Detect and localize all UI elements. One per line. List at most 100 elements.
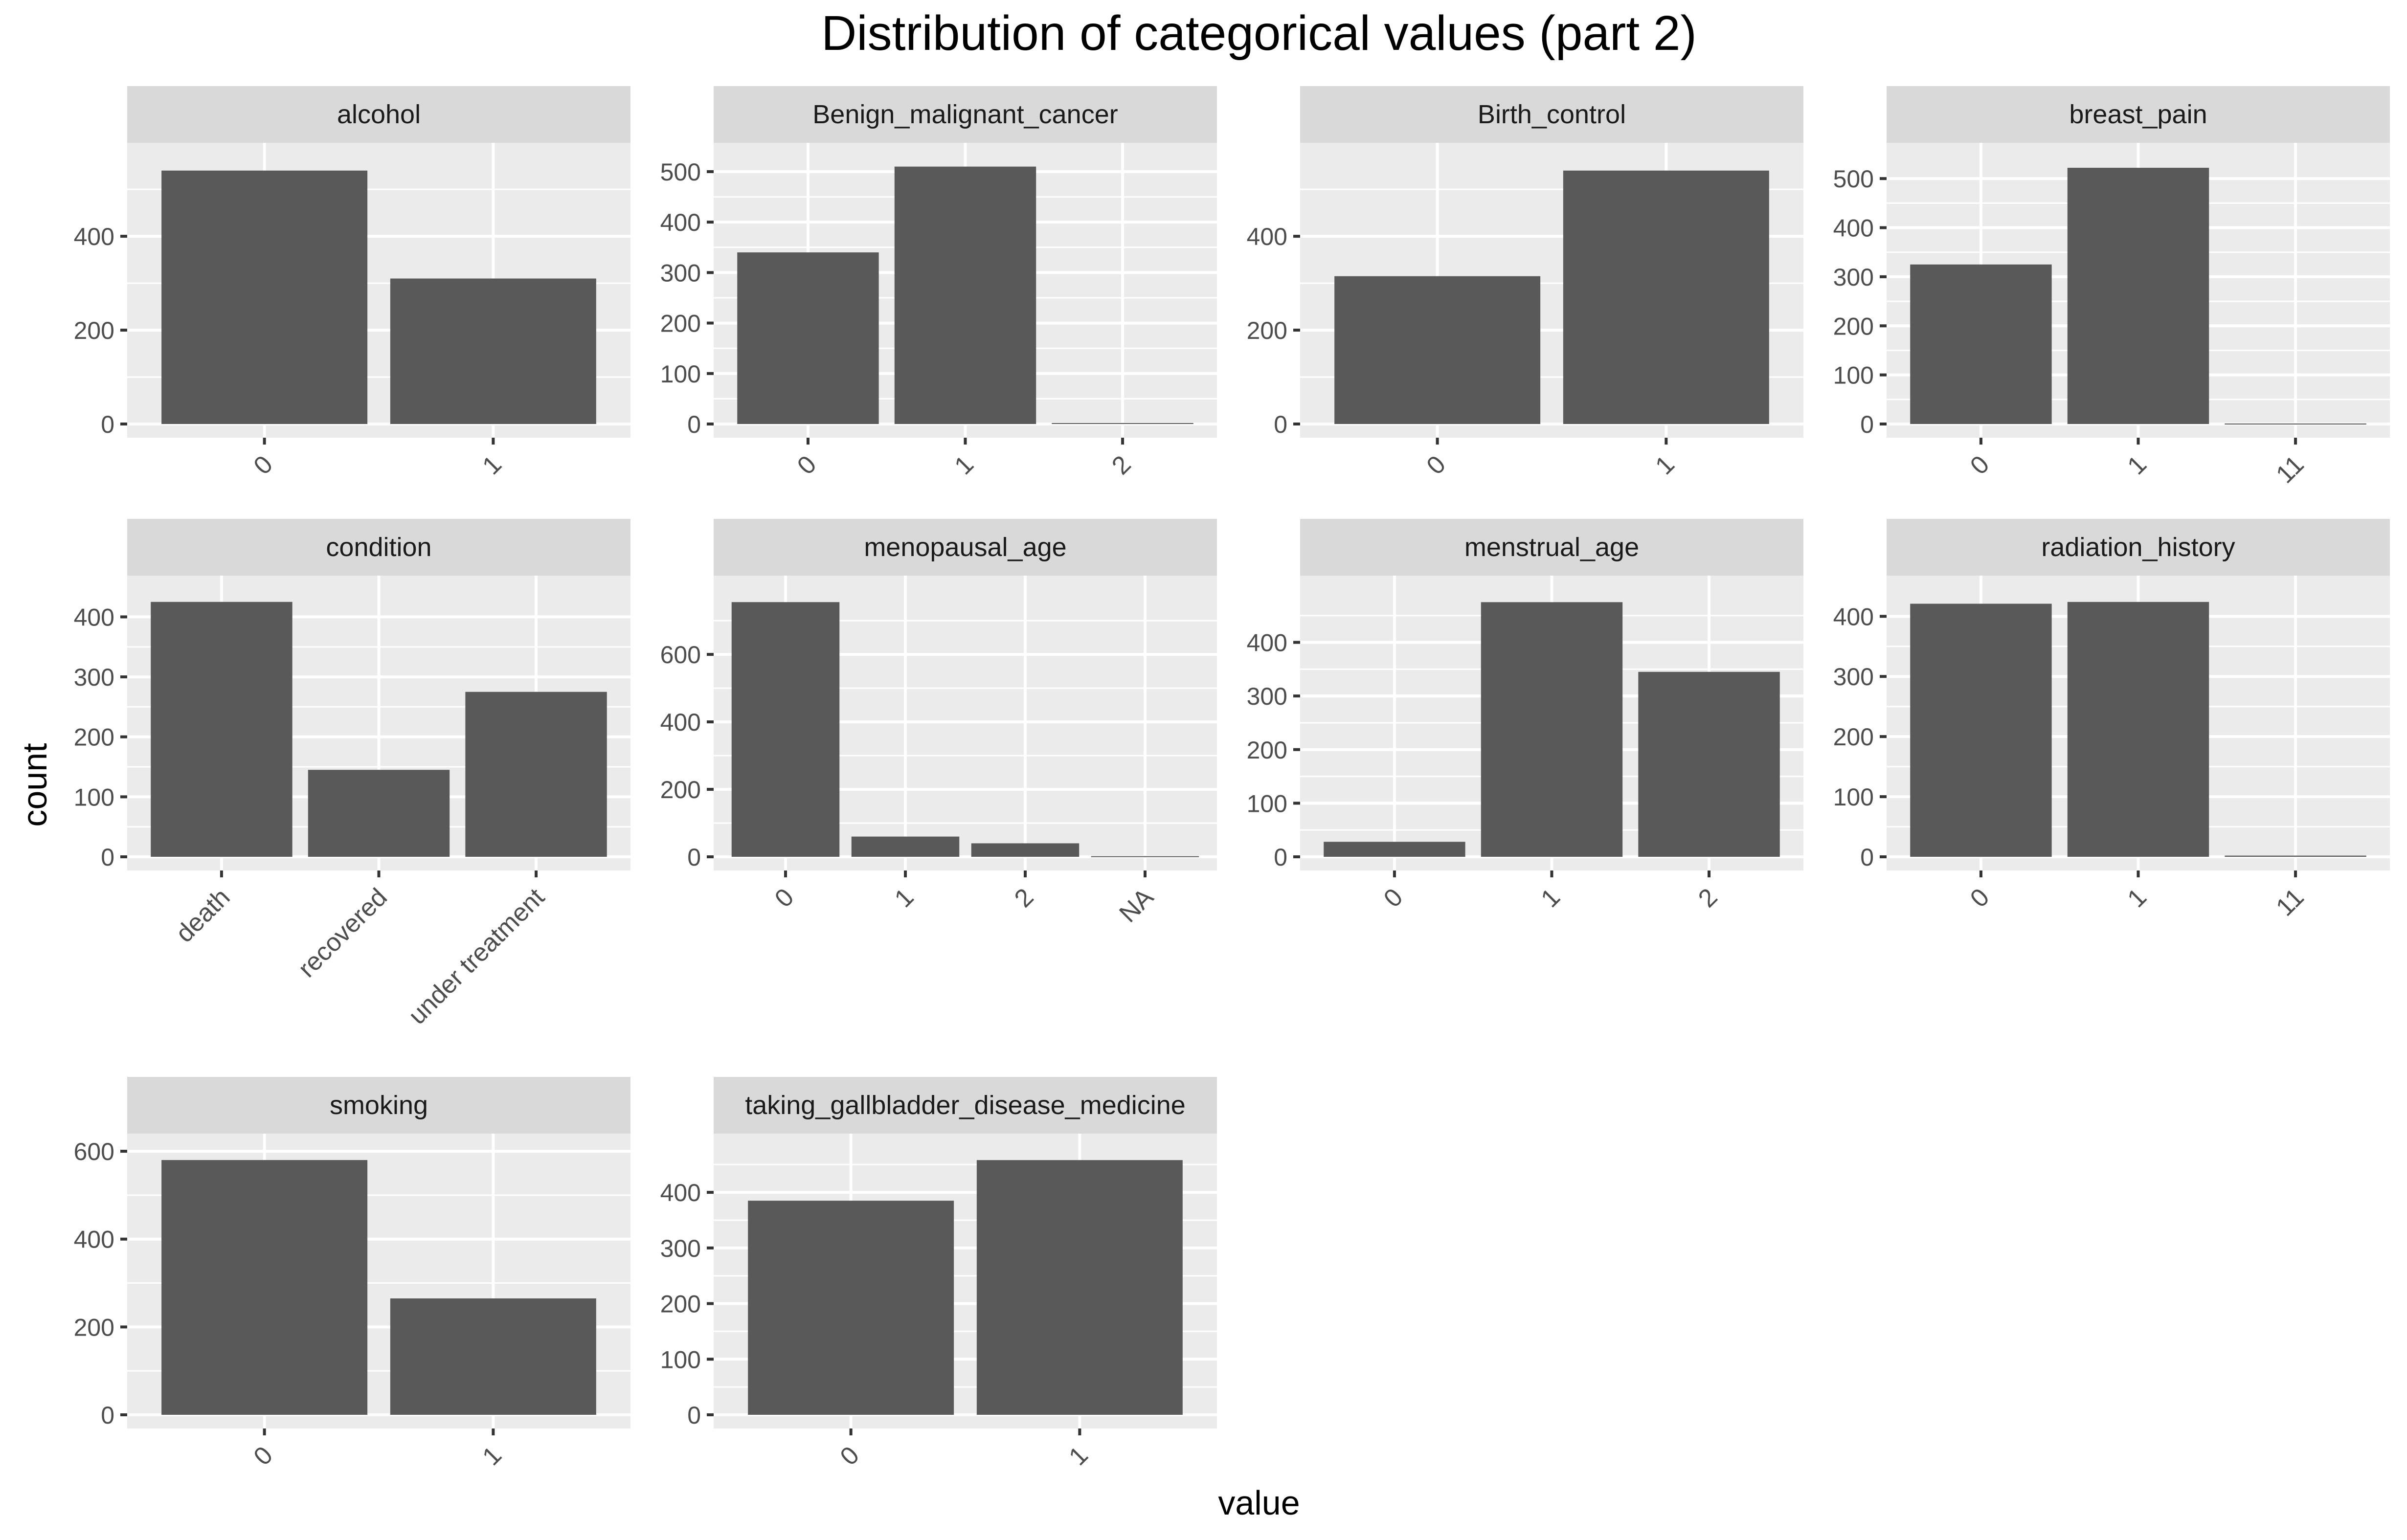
- facet-strip: [1887, 519, 2390, 576]
- y-tick-label: 400: [74, 603, 114, 631]
- facet-strip: [714, 519, 1217, 576]
- y-tick-label: 0: [101, 411, 114, 438]
- facet-strip: [1300, 519, 1803, 576]
- y-tick-label: 400: [660, 209, 701, 236]
- facet-strip-label: smoking: [330, 1091, 428, 1120]
- y-tick-label: 200: [74, 724, 114, 751]
- y-tick-label: 400: [74, 223, 114, 250]
- bar-menstrual-age-2: [1638, 671, 1780, 857]
- bar-menopausal-age-0: [731, 602, 840, 857]
- bar-radiation-history-11: [2225, 855, 2366, 857]
- bar-birth-control-0: [1334, 276, 1541, 424]
- y-tick-label: 200: [1247, 737, 1287, 764]
- bar-condition-death: [151, 602, 292, 857]
- y-tick-label: 0: [687, 844, 701, 871]
- y-tick-label: 400: [660, 1179, 701, 1206]
- y-tick-label: 0: [1860, 411, 1874, 438]
- y-tick-label: 400: [1247, 223, 1287, 250]
- y-tick-label: 200: [74, 1314, 114, 1341]
- y-tick-label: 400: [1833, 215, 1874, 242]
- x-axis-title: value: [1218, 1484, 1300, 1522]
- y-tick-label: 300: [1247, 683, 1287, 710]
- y-tick-label: 200: [1247, 317, 1287, 344]
- y-tick-label: 0: [101, 844, 114, 871]
- bar-radiation-history-1: [2067, 602, 2209, 857]
- y-tick-label: 500: [1833, 165, 1874, 193]
- y-tick-label: 600: [74, 1138, 114, 1165]
- y-tick-label: 0: [687, 1402, 701, 1429]
- facet-strip-label: Birth_control: [1478, 100, 1626, 129]
- y-tick-label: 100: [660, 360, 701, 388]
- bar-alcohol-1: [390, 278, 596, 424]
- facet-panel-benign-malignant-cancer: Benign_malignant_cancer01002003004005000…: [660, 86, 1217, 480]
- y-tick-label: 100: [74, 783, 114, 811]
- facet-strip: [127, 86, 630, 143]
- facet-strip-label: breast_pain: [2069, 100, 2207, 129]
- bar-benign-malignant-cancer-2: [1052, 423, 1193, 424]
- bar-condition-under-treatment: [465, 692, 607, 857]
- facet-panel-taking-gallbladder-disease-medicine: taking_gallbladder_disease_medicine 0 100 2…: [660, 1077, 1217, 1471]
- y-axis-title: count: [16, 743, 54, 826]
- facet-strip-label: alcohol: [337, 100, 421, 129]
- bar-benign-malignant-cancer-1: [894, 166, 1036, 424]
- figure-title: Distribution of categorical values (part…: [821, 6, 1697, 61]
- bar-menstrual-age-1: [1481, 602, 1623, 857]
- bar-radiation-history-0: [1910, 603, 2052, 857]
- y-tick-label: 600: [660, 641, 701, 669]
- y-tick-label: 200: [1833, 723, 1874, 751]
- bar-birth-control-1: [1563, 170, 1769, 424]
- bar-menopausal-age-1: [851, 836, 960, 857]
- y-tick-label: 400: [74, 1226, 114, 1253]
- bar-menopausal-age-NA: [1091, 856, 1199, 857]
- y-tick-label: 500: [660, 158, 701, 186]
- bar-menstrual-age-0: [1324, 842, 1465, 857]
- y-tick-label: 400: [1833, 603, 1874, 630]
- y-tick-label: 200: [74, 317, 114, 344]
- y-tick-label: 300: [1833, 264, 1874, 291]
- bar-alcohol-0: [161, 170, 368, 424]
- facet-strip-label: radiation_history: [2041, 533, 2235, 562]
- y-tick-label: 0: [687, 411, 701, 438]
- bar-taking-gallbladder-disease-medicine-1: [976, 1160, 1183, 1415]
- bar-breast-pain-1: [2067, 168, 2209, 424]
- y-tick-label: 300: [660, 1235, 701, 1262]
- facet-strip: [127, 1077, 630, 1134]
- y-tick-label: 400: [660, 709, 701, 736]
- y-tick-label: 200: [660, 776, 701, 803]
- y-tick-label: 0: [1274, 844, 1287, 871]
- facet-strip-label: menstrual_age: [1464, 533, 1639, 562]
- y-tick-label: 200: [660, 310, 701, 337]
- y-tick-label: 300: [74, 664, 114, 691]
- y-tick-label: 100: [1833, 783, 1874, 811]
- facet-strip: [127, 519, 630, 576]
- bar-benign-malignant-cancer-0: [737, 252, 879, 424]
- facet-strip: [1887, 86, 2390, 143]
- y-tick-label: 0: [1860, 844, 1874, 871]
- y-tick-label: 200: [1833, 312, 1874, 340]
- bar-breast-pain-0: [1910, 264, 2052, 424]
- facet-strip-label: menopausal_age: [864, 533, 1066, 562]
- y-tick-label: 300: [1833, 663, 1874, 691]
- bar-taking-gallbladder-disease-medicine-0: [748, 1201, 954, 1415]
- bar-smoking-1: [390, 1298, 596, 1415]
- y-tick-label: 100: [660, 1346, 701, 1373]
- facet-strip: [714, 1077, 1217, 1134]
- facet-strip-label: Benign_malignant_cancer: [812, 100, 1118, 129]
- bar-menopausal-age-2: [971, 843, 1080, 857]
- bar-condition-recovered: [308, 770, 450, 857]
- y-tick-label: 400: [1247, 629, 1287, 657]
- facet-strip-label: taking_gallbladder_disease_medicine: [745, 1091, 1186, 1120]
- y-tick-label: 100: [1833, 362, 1874, 389]
- bar-smoking-0: [161, 1160, 368, 1415]
- y-tick-label: 0: [101, 1402, 114, 1429]
- y-tick-label: 100: [1247, 790, 1287, 817]
- y-tick-label: 300: [660, 259, 701, 287]
- y-tick-label: 0: [1274, 411, 1287, 438]
